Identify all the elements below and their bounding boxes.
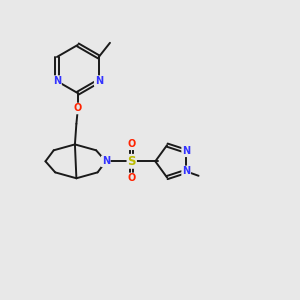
Text: N: N bbox=[95, 76, 103, 86]
Text: O: O bbox=[74, 103, 82, 113]
Text: N: N bbox=[182, 146, 190, 156]
Text: N: N bbox=[102, 156, 110, 166]
Text: N: N bbox=[182, 167, 190, 176]
Text: S: S bbox=[128, 155, 136, 168]
Text: O: O bbox=[128, 173, 136, 183]
Text: N: N bbox=[53, 76, 61, 86]
Text: O: O bbox=[128, 139, 136, 149]
